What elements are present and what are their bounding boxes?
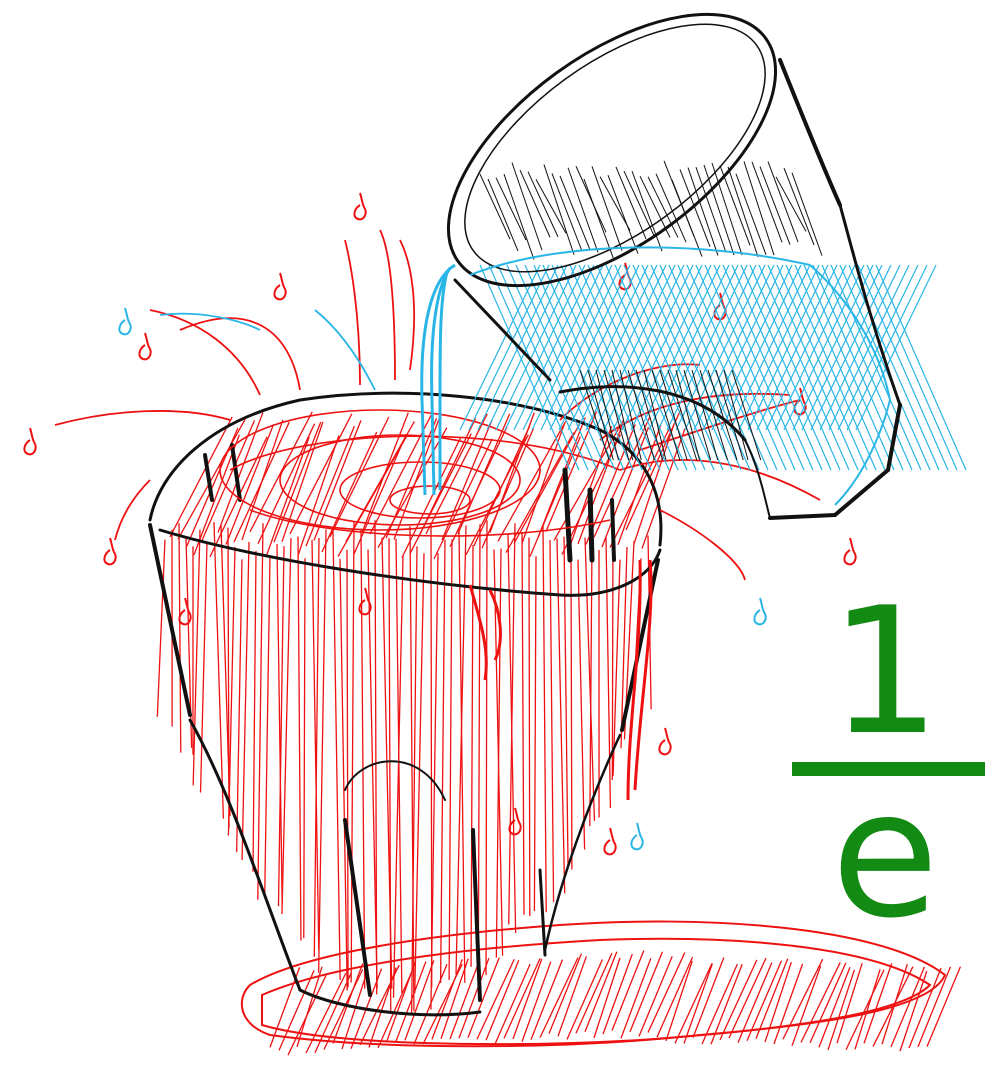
pouring-cup [402, 0, 966, 518]
formula-numerator: 1 [820, 585, 950, 760]
glass-hatch [157, 410, 685, 1016]
puddle-hatch [270, 951, 960, 1056]
cup-outline [402, 0, 900, 518]
formula-denominator: e [815, 768, 955, 943]
cup-water-hatch [460, 265, 966, 470]
